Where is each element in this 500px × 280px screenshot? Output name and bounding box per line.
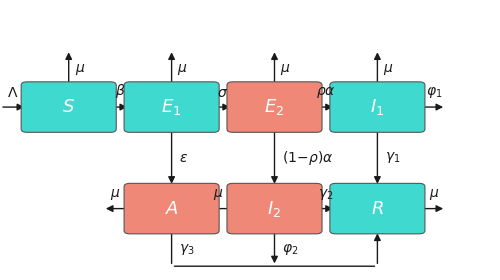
Text: $\mu$: $\mu$ <box>178 62 188 76</box>
Text: $I_1$: $I_1$ <box>370 97 384 117</box>
Text: $I_2$: $I_2$ <box>268 199 281 219</box>
Text: $R$: $R$ <box>371 200 384 218</box>
Text: $E_2$: $E_2$ <box>264 97 284 117</box>
Text: $E_1$: $E_1$ <box>162 97 182 117</box>
Text: $\mu$: $\mu$ <box>74 62 85 76</box>
Text: $\gamma_2$: $\gamma_2$ <box>318 187 334 202</box>
Text: $\gamma_1$: $\gamma_1$ <box>385 150 400 165</box>
FancyBboxPatch shape <box>227 82 322 132</box>
Text: $A$: $A$ <box>164 200 178 218</box>
FancyBboxPatch shape <box>124 183 219 234</box>
Text: $(1\!-\!\rho)\alpha$: $(1\!-\!\rho)\alpha$ <box>282 149 334 167</box>
Text: $\rho\alpha$: $\rho\alpha$ <box>316 85 336 100</box>
Text: $\mu$: $\mu$ <box>213 187 223 202</box>
Text: $S$: $S$ <box>62 98 75 116</box>
Text: $\varphi_1$: $\varphi_1$ <box>426 85 442 100</box>
FancyBboxPatch shape <box>227 183 322 234</box>
Text: $\mu$: $\mu$ <box>428 187 439 202</box>
Text: $\beta$: $\beta$ <box>115 82 126 100</box>
Text: $\sigma$: $\sigma$ <box>218 86 228 100</box>
Text: $\varphi_2$: $\varphi_2$ <box>282 242 298 256</box>
Text: $\mu$: $\mu$ <box>280 62 291 76</box>
Text: $\mu$: $\mu$ <box>384 62 394 76</box>
Text: $\gamma_3$: $\gamma_3$ <box>179 242 194 256</box>
FancyBboxPatch shape <box>21 82 116 132</box>
Text: $\Lambda$: $\Lambda$ <box>6 86 18 100</box>
FancyBboxPatch shape <box>330 183 425 234</box>
FancyBboxPatch shape <box>124 82 219 132</box>
Text: $\varepsilon$: $\varepsilon$ <box>179 151 188 165</box>
Text: $\mu$: $\mu$ <box>110 187 120 202</box>
FancyBboxPatch shape <box>330 82 425 132</box>
